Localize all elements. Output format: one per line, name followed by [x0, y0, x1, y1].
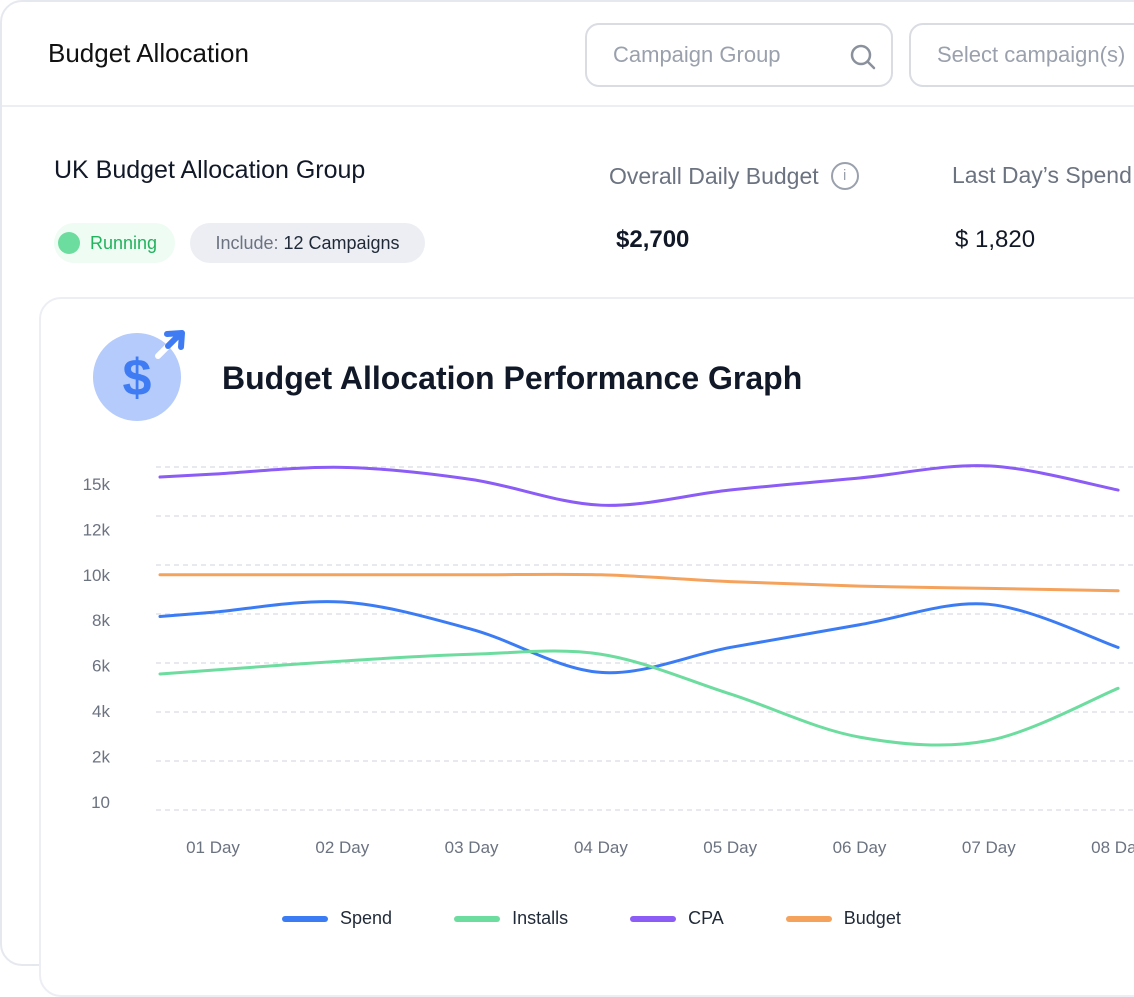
legend-swatch: [630, 915, 677, 922]
info-icon[interactable]: i: [830, 162, 859, 190]
legend-item-budget[interactable]: Budget: [785, 908, 901, 929]
y-tick-label: 6k: [92, 657, 110, 676]
x-tick-label: 07 Day: [962, 838, 1016, 857]
chart-title: Budget Allocation Performance Graph: [222, 360, 803, 396]
include-label: Include:: [215, 232, 279, 253]
y-tick-label: 15k: [83, 475, 111, 494]
x-tick-label: 04 Day: [574, 838, 628, 857]
stat-value-last-spend: $ 1,820: [955, 226, 1036, 253]
chart-legend: Spend Installs CPA Budget: [282, 908, 963, 929]
legend-swatch: [454, 915, 501, 922]
campaign-count-badge: Include: 12 Campaigns: [190, 223, 425, 263]
legend-item-installs[interactable]: Installs: [454, 908, 568, 929]
chart-card: [39, 297, 1134, 997]
legend-label: Budget: [843, 908, 901, 928]
x-tick-label: 08 Day: [1091, 838, 1134, 857]
series-line-budget: [158, 572, 1120, 593]
legend-label: Installs: [512, 908, 569, 928]
dollar-growth-icon: $: [93, 330, 185, 421]
performance-line-chart: 15k 12k 10k 8k 6k 4k 2k 10 01 Day 02 Day 03 Day 04 …: [83, 464, 1134, 857]
y-tick-label: 12k: [83, 520, 111, 539]
y-tick-label: 10k: [83, 566, 111, 585]
status-dot: [58, 232, 80, 254]
y-tick-label: 2k: [92, 747, 110, 766]
campaign-select[interactable]: Select campaign(s): [909, 23, 1134, 87]
legend-item-cpa[interactable]: CPA: [630, 908, 724, 929]
page-title: Budget Allocation: [48, 38, 249, 68]
series-line-cpa: [158, 464, 1120, 507]
y-tick-label: 8k: [92, 611, 110, 630]
search-icon[interactable]: [849, 43, 877, 71]
x-tick-label: 05 Day: [703, 838, 757, 857]
stat-label-last-spend: Last Day’s Spend: [952, 162, 1132, 188]
include-value: 12 Campaigns: [283, 232, 400, 253]
legend-swatch: [282, 915, 328, 922]
y-tick-label: 10: [91, 793, 110, 812]
search-placeholder: Campaign Group: [613, 42, 781, 67]
legend-item-spend[interactable]: Spend: [282, 908, 392, 929]
x-tick-label: 01 Day: [186, 838, 240, 857]
x-tick-label: 03 Day: [445, 838, 499, 857]
status-badge: Running: [54, 223, 175, 263]
stat-label: Overall Daily Budget: [609, 162, 819, 189]
stat-label-daily-budget: Overall Daily Budget i: [609, 162, 859, 190]
series-line-installs: [158, 649, 1120, 747]
y-tick-label: 4k: [92, 702, 110, 721]
header: Budget Allocation Campaign Group Select …: [2, 2, 1134, 107]
select-placeholder: Select campaign(s): [937, 42, 1126, 67]
status-text: Running: [90, 232, 158, 253]
svg-text:$: $: [123, 349, 152, 407]
legend-label: CPA: [688, 908, 724, 928]
legend-label: Spend: [340, 908, 393, 928]
group-name: UK Budget Allocation Group: [54, 156, 366, 184]
stat-value-daily-budget: $2,700: [616, 226, 690, 253]
x-tick-label: 02 Day: [315, 838, 369, 857]
campaign-group-search-input[interactable]: Campaign Group: [585, 23, 893, 87]
legend-swatch: [785, 915, 832, 922]
x-tick-label: 06 Day: [833, 838, 887, 857]
series-line-spend: [158, 600, 1120, 675]
